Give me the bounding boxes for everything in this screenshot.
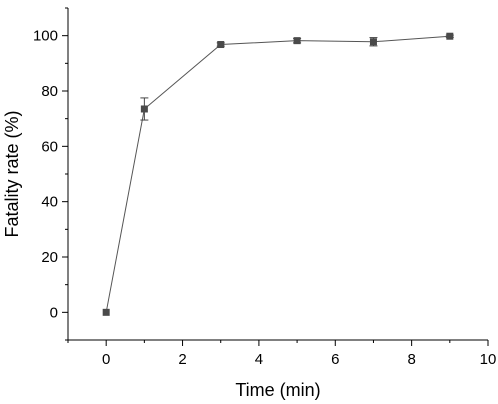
y-tick-label: 100 — [33, 28, 58, 45]
data-series — [102, 32, 454, 316]
axes — [67, 8, 488, 341]
data-point — [217, 41, 225, 49]
data-point — [102, 308, 110, 316]
y-tick-label: 0 — [50, 304, 58, 321]
series-line — [105, 35, 450, 313]
data-point — [446, 32, 454, 40]
y-axis-title: Fatality rate (%) — [2, 110, 22, 237]
x-tick-label: 10 — [480, 351, 497, 368]
x-tick-label: 8 — [407, 351, 415, 368]
y-tick-label: 40 — [41, 194, 58, 211]
y-tick-label: 80 — [41, 83, 58, 100]
x-tick-label: 4 — [255, 351, 263, 368]
x-tick-label: 2 — [178, 351, 186, 368]
data-point — [140, 105, 148, 113]
data-point — [293, 37, 301, 45]
x-axis-title: Time (min) — [235, 380, 320, 400]
y-tick-label: 20 — [41, 249, 58, 266]
y-tick-label: 60 — [41, 138, 58, 155]
x-tick-label: 0 — [102, 351, 110, 368]
x-tick-label: 6 — [331, 351, 339, 368]
data-point — [369, 38, 377, 46]
